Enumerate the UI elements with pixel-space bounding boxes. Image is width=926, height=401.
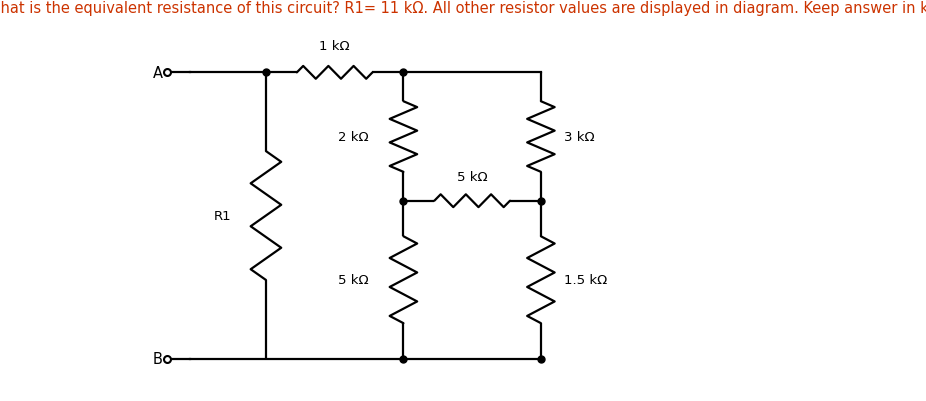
Text: 1.5 kΩ: 1.5 kΩ xyxy=(564,273,607,286)
Text: 2 kΩ: 2 kΩ xyxy=(338,131,369,144)
Text: A: A xyxy=(153,66,163,81)
Text: 5 kΩ: 5 kΩ xyxy=(338,273,369,286)
Text: What is the equivalent resistance of this circuit? R1= 11 kΩ. All other resistor: What is the equivalent resistance of thi… xyxy=(0,2,926,16)
Text: 3 kΩ: 3 kΩ xyxy=(564,131,594,144)
Text: 5 kΩ: 5 kΩ xyxy=(457,171,487,184)
Text: R1: R1 xyxy=(214,209,232,223)
Text: 1 kΩ: 1 kΩ xyxy=(319,40,350,53)
Text: B: B xyxy=(153,351,163,366)
